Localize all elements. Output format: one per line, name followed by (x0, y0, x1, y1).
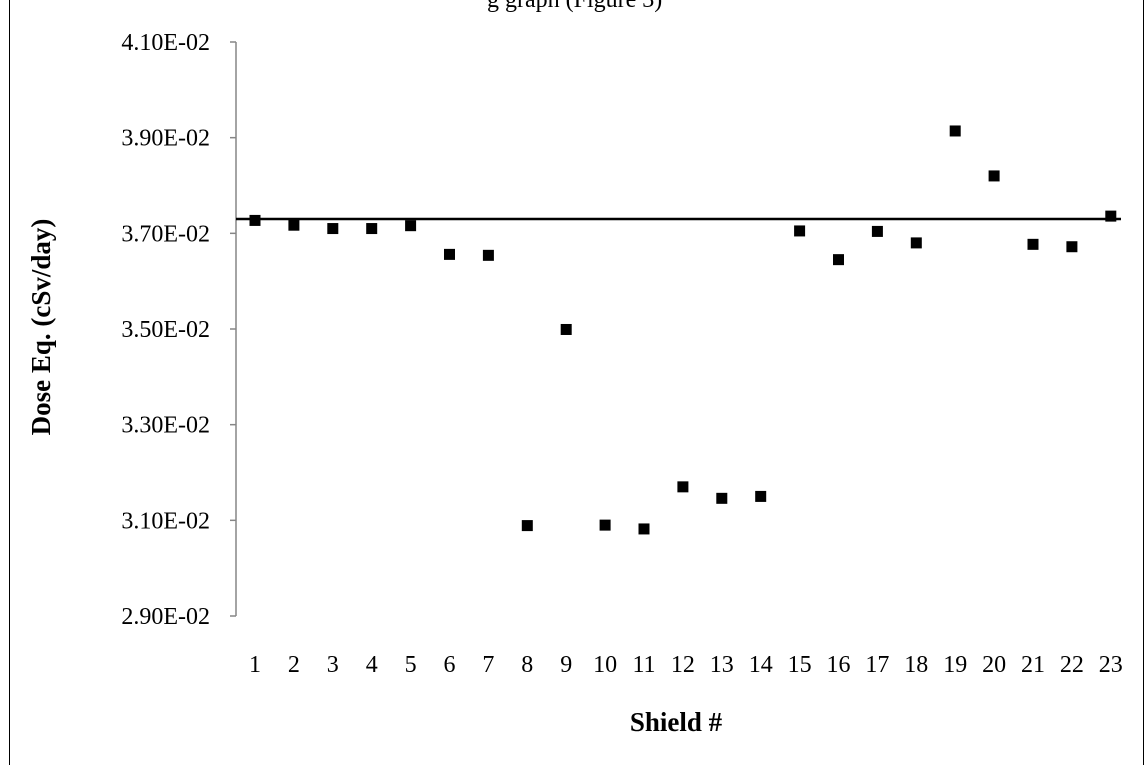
x-tick-label: 14 (749, 652, 773, 678)
data-point (599, 519, 611, 531)
x-tick-label: 7 (482, 652, 494, 678)
x-tick-label: 3 (327, 652, 339, 678)
data-point (444, 248, 455, 260)
x-axis-title: Shield # (630, 707, 723, 737)
x-tick-label: 1 (249, 652, 261, 678)
y-tick-label: 3.30E-02 (121, 413, 210, 439)
y-tick-label: 4.10E-02 (121, 30, 210, 56)
y-tick-label: 3.10E-02 (121, 508, 210, 534)
x-tick-label: 13 (710, 652, 734, 678)
data-point (910, 237, 922, 249)
x-tick-label: 22 (1060, 652, 1084, 678)
data-point (366, 223, 378, 235)
y-tick-label: 2.90E-02 (121, 604, 210, 630)
x-tick-label: 16 (827, 652, 851, 678)
data-point (638, 523, 650, 535)
y-axis-title: Dose Eq. (cSv/day) (26, 219, 56, 436)
x-tick-label: 5 (405, 652, 417, 678)
data-point (794, 225, 806, 237)
data-point (1105, 210, 1117, 222)
data-point (1027, 238, 1039, 250)
data-point (288, 219, 300, 231)
x-tick-label: 18 (904, 652, 928, 678)
data-point (327, 223, 339, 235)
x-tick-label: 9 (560, 652, 572, 678)
x-tick-label: 20 (982, 652, 1006, 678)
data-point (405, 220, 417, 232)
data-point (833, 254, 844, 266)
data-point (521, 520, 533, 532)
x-tick-label: 10 (593, 652, 617, 678)
x-tick-label: 2 (288, 652, 300, 678)
x-tick-label: 23 (1099, 652, 1123, 678)
x-tick-label: 21 (1021, 652, 1045, 678)
y-tick-label: 3.70E-02 (121, 221, 210, 247)
x-tick-label: 19 (943, 652, 967, 678)
data-point (755, 490, 767, 502)
data-points (249, 125, 1117, 535)
x-tick-label: 6 (444, 652, 456, 678)
x-tick-label: 15 (788, 652, 812, 678)
data-point (1066, 241, 1078, 253)
x-tick-label: 17 (865, 652, 889, 678)
x-tick-label: 8 (521, 652, 533, 678)
x-axis: 1 2 3 4 5 6 7 8 9 10 11 12 13 14 15 16 17 18 19 20 21 22 23 (249, 652, 1123, 678)
x-tick-label: 11 (632, 652, 655, 678)
data-point (716, 492, 728, 504)
data-point (249, 214, 261, 226)
data-point (677, 481, 689, 493)
data-point (988, 170, 1000, 182)
y-axis: 2.90E-02 3.10E-02 3.30E-02 3.50E-02 3.70E-02… (121, 30, 237, 630)
cut-off-caption: g graph (Figure 3) (487, 0, 662, 13)
page-border (9, 0, 1144, 765)
data-point (949, 125, 961, 137)
data-point (482, 249, 494, 261)
data-point (560, 323, 572, 335)
x-tick-label: 12 (671, 652, 695, 678)
data-point (871, 225, 883, 237)
y-tick-label: 3.90E-02 (121, 126, 210, 152)
y-tick-label: 3.50E-02 (121, 317, 210, 343)
x-tick-label: 4 (366, 652, 378, 678)
